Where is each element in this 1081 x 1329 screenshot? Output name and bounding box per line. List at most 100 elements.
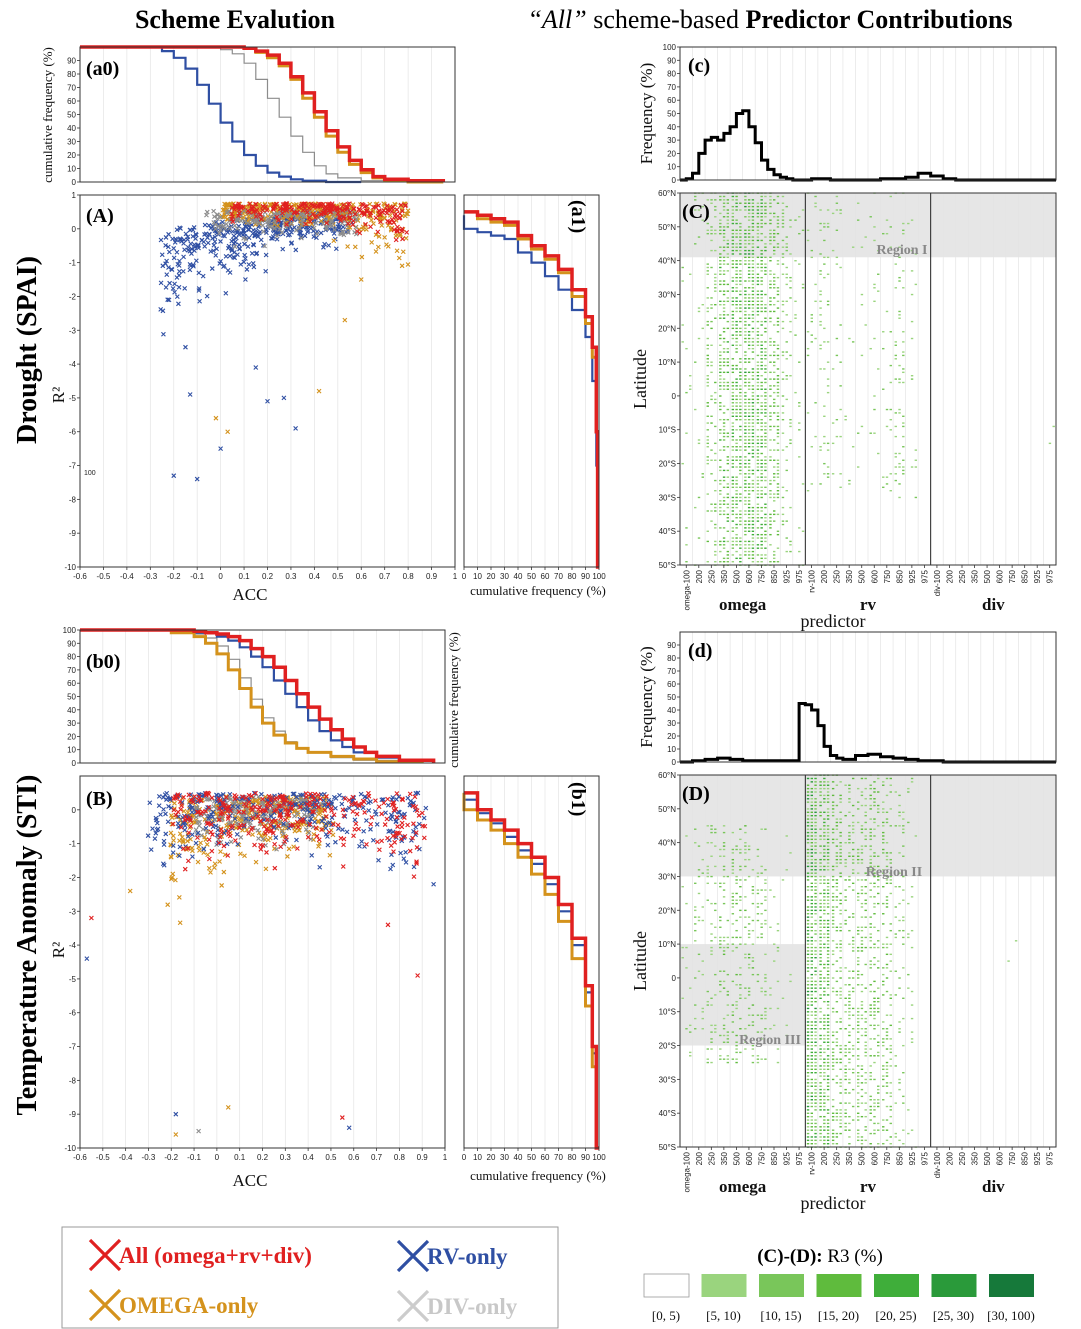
- heat-cell: [739, 375, 742, 377]
- heat-cell: [719, 1055, 722, 1057]
- heat-cell: [902, 354, 905, 357]
- scatter-point-div-only: [228, 839, 234, 845]
- heat-cell: [722, 195, 726, 198]
- heat-cell: [714, 273, 717, 275]
- heat-cell: [751, 202, 755, 204]
- scatter-point-omega-only: [381, 201, 387, 207]
- heat-cell: [706, 324, 709, 326]
- heat-cell: [760, 408, 763, 411]
- heat-cell: [751, 415, 755, 417]
- x-tick-label: 0.8: [403, 572, 415, 581]
- heat-cell: [726, 418, 730, 421]
- scatter-point-omega-only: [198, 840, 203, 846]
- x-tick-label: 1: [453, 572, 458, 581]
- scatter-point-all: [310, 211, 316, 217]
- heat-cell: [806, 926, 810, 928]
- heat-cell: [735, 446, 738, 448]
- heat-cell: [726, 1038, 730, 1040]
- heat-cell: [722, 432, 726, 434]
- heat-cell: [751, 513, 755, 516]
- heat-cell: [710, 239, 713, 242]
- heat-cell: [714, 452, 717, 455]
- heat-cell: [747, 371, 751, 374]
- lat-tick-label: 50°S: [659, 561, 676, 570]
- heat-cell: [760, 266, 763, 269]
- scatter-point-all: [389, 209, 395, 214]
- heat-cell: [719, 490, 722, 492]
- scatter-point-all: [318, 202, 324, 208]
- scatter-point-omega-only: [373, 249, 379, 254]
- scatter-point-rv-only: [401, 856, 407, 861]
- heat-cell: [726, 919, 730, 922]
- heat-cell: [751, 368, 755, 370]
- heat-cell: [898, 280, 901, 282]
- scatter-point-rv-only: [246, 235, 252, 241]
- x-tick-label: 100: [592, 1153, 606, 1162]
- heat-cell: [789, 425, 792, 428]
- heat-cell: [751, 263, 755, 265]
- scatter-outlier: [346, 1125, 352, 1131]
- heat-cell: [806, 354, 810, 357]
- heat-cell: [760, 256, 763, 259]
- heat-cell: [760, 249, 763, 252]
- series-line-a0-omega-only: [80, 45, 444, 184]
- heat-cell: [701, 1011, 704, 1013]
- heat-cell: [873, 337, 876, 340]
- heat-cell: [735, 459, 738, 461]
- x-tick-label: -0.6: [73, 572, 87, 581]
- scatter-point-omega-only: [304, 221, 310, 227]
- heat-cell: [714, 865, 717, 868]
- scatter-point-omega-only: [291, 844, 296, 850]
- heat-cell: [731, 1004, 735, 1006]
- scatter-point-rv-only: [333, 805, 338, 811]
- level-tick-label: 500: [858, 569, 867, 583]
- heat-cell: [785, 375, 788, 377]
- heat-cell: [760, 253, 763, 255]
- heat-cell: [760, 537, 763, 539]
- heat-cell: [760, 490, 763, 492]
- heat-cell: [706, 990, 709, 993]
- heat-cell: [731, 513, 735, 516]
- heat-cell: [869, 347, 872, 350]
- heat-cell: [726, 994, 730, 996]
- heat-cell: [731, 923, 735, 925]
- heat-cell: [744, 953, 747, 956]
- heat-cell: [789, 226, 792, 228]
- heat-cell: [747, 276, 751, 279]
- scatter-point-omega-only: [320, 815, 326, 821]
- heat-cell: [756, 378, 760, 380]
- heat-cell: [744, 513, 747, 516]
- heat-cell: [789, 544, 792, 546]
- scatter-point-all: [377, 847, 382, 853]
- heat-cell: [739, 283, 742, 286]
- scatter-point-omega-only: [384, 242, 389, 248]
- left-title: Scheme Evalution: [135, 5, 336, 34]
- scatter-point-rv-only: [292, 224, 297, 230]
- heat-cell: [747, 334, 751, 336]
- heat-cell: [806, 1000, 810, 1003]
- x-tick-label: 0: [215, 1153, 220, 1162]
- heat-cell: [810, 256, 813, 259]
- heat-cell: [756, 266, 760, 269]
- scatter-point-div-only: [283, 212, 289, 218]
- heat-cell: [706, 273, 709, 275]
- heat-cell: [819, 344, 822, 346]
- scatter-point-rv-only: [241, 231, 247, 236]
- heat-cell: [722, 1058, 726, 1060]
- heat-cell: [789, 253, 792, 255]
- heat-cell: [744, 432, 747, 434]
- heat-cell: [756, 418, 760, 421]
- heat-cell: [760, 469, 763, 472]
- heat-cell: [764, 402, 767, 404]
- heat-cell: [744, 997, 747, 999]
- heat-cell: [739, 344, 742, 346]
- y-tick-label: -3: [69, 907, 77, 916]
- scatter-point-div-only: [212, 214, 217, 219]
- heat-cell: [819, 253, 822, 255]
- heat-cell: [714, 199, 717, 201]
- heat-cell: [722, 882, 726, 885]
- heat-cell: [722, 540, 726, 543]
- heat-cell: [751, 347, 755, 350]
- scatter-point-omega-only: [218, 849, 223, 855]
- series-line-b0-omega-only: [80, 628, 424, 764]
